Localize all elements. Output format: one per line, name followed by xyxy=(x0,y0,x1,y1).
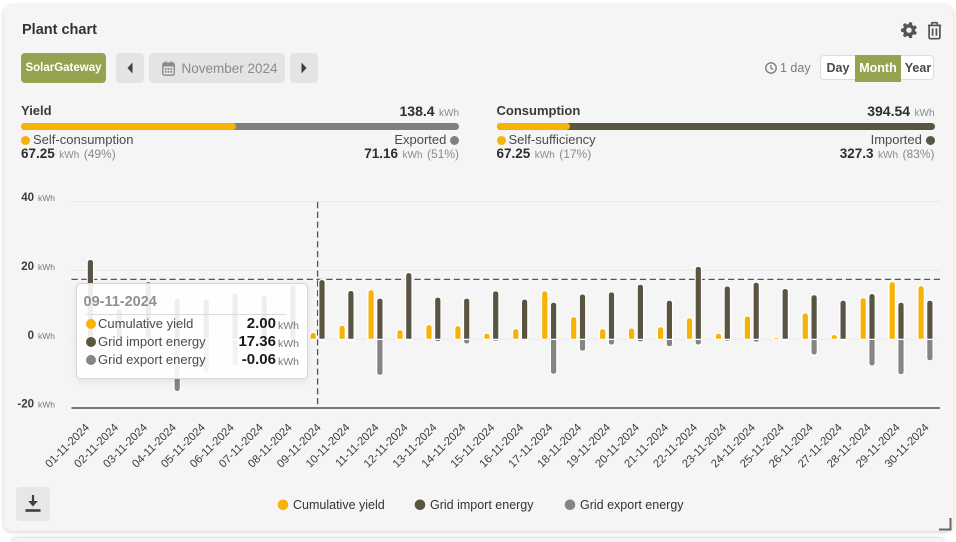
svg-text:-20: -20 xyxy=(17,399,34,411)
svg-text:Cumulative yield: Cumulative yield xyxy=(293,498,385,512)
svg-text:kWh: kWh xyxy=(38,400,55,410)
svg-text:kWh: kWh xyxy=(38,193,55,203)
svg-text:0: 0 xyxy=(28,330,34,342)
svg-text:Grid export energy: Grid export energy xyxy=(580,498,684,512)
svg-text:20: 20 xyxy=(21,261,34,273)
svg-text:Grid import energy: Grid import energy xyxy=(430,498,534,512)
svg-text:kWh: kWh xyxy=(38,331,55,341)
svg-text:40: 40 xyxy=(21,192,34,204)
svg-text:kWh: kWh xyxy=(38,262,55,272)
